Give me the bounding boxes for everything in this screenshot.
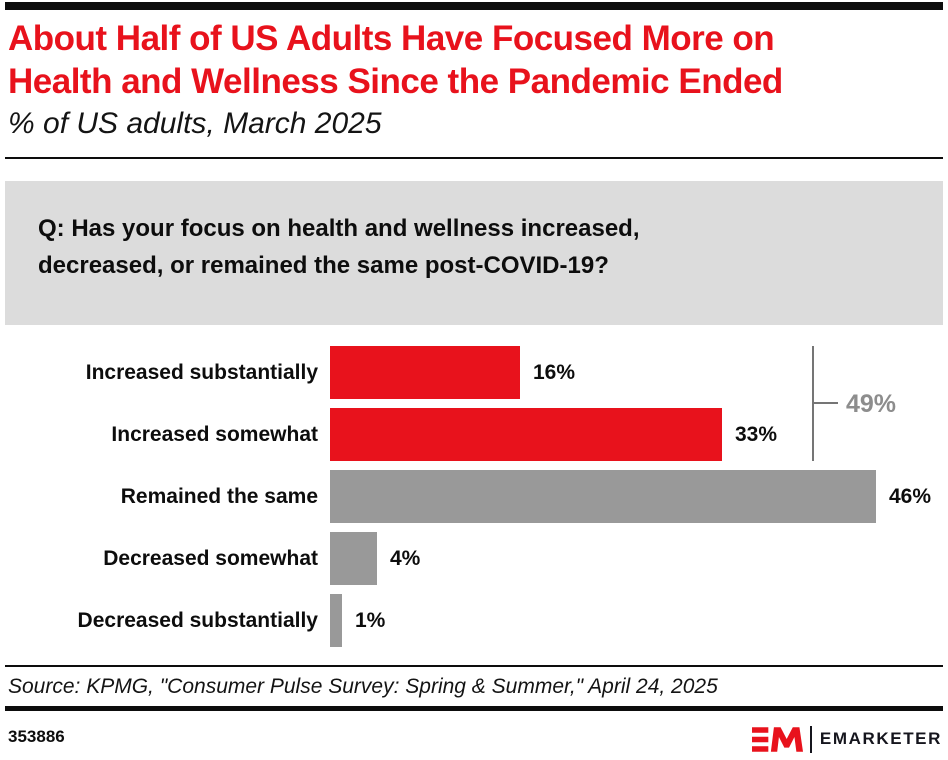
category-label: Decreased somewhat bbox=[103, 546, 318, 570]
bracket-line bbox=[812, 346, 814, 461]
category-label: Decreased substantially bbox=[77, 608, 318, 632]
chart-title: About Half of US Adults Have Focused Mor… bbox=[8, 17, 942, 103]
value-label: 33% bbox=[735, 422, 778, 446]
bar bbox=[330, 346, 520, 399]
bar bbox=[330, 408, 722, 461]
chart-subtitle: % of US adults, March 2025 bbox=[8, 107, 382, 140]
value-label: 16% bbox=[533, 360, 576, 384]
emarketer-logo: EMARKETER bbox=[751, 724, 942, 754]
bracket-total-label: 49% bbox=[846, 390, 897, 418]
source-line: Source: KPMG, "Consumer Pulse Survey: Sp… bbox=[8, 675, 718, 698]
bracket-tick bbox=[814, 402, 838, 404]
em-monogram-icon bbox=[751, 726, 803, 752]
value-label: 46% bbox=[889, 484, 932, 508]
value-label: 1% bbox=[355, 608, 386, 632]
divider-above-source bbox=[5, 665, 943, 667]
bar bbox=[330, 470, 876, 523]
category-label: Remained the same bbox=[120, 484, 318, 508]
survey-question-text: Q: Has your focus on health and wellness… bbox=[38, 210, 778, 284]
survey-question-line2: decreased, or remained the same post-COV… bbox=[38, 252, 609, 279]
divider-under-subtitle bbox=[5, 157, 943, 159]
chart-title-line1: About Half of US Adults Have Focused Mor… bbox=[8, 19, 775, 58]
logo-divider bbox=[809, 725, 812, 753]
chart-id: 353886 bbox=[8, 727, 65, 746]
category-label: Increased somewhat bbox=[111, 422, 318, 446]
bar bbox=[330, 532, 377, 585]
value-label: 4% bbox=[390, 546, 421, 570]
survey-question-line1: Q: Has your focus on health and wellness… bbox=[38, 215, 640, 242]
top-black-bar bbox=[5, 2, 943, 10]
survey-question-box: Q: Has your focus on health and wellness… bbox=[5, 181, 943, 325]
brand-name: EMARKETER bbox=[819, 729, 942, 748]
chart-title-line2: Health and Wellness Since the Pandemic E… bbox=[8, 62, 783, 101]
bar bbox=[330, 594, 342, 647]
divider-below-source bbox=[5, 706, 943, 711]
category-label: Increased substantially bbox=[85, 360, 318, 384]
